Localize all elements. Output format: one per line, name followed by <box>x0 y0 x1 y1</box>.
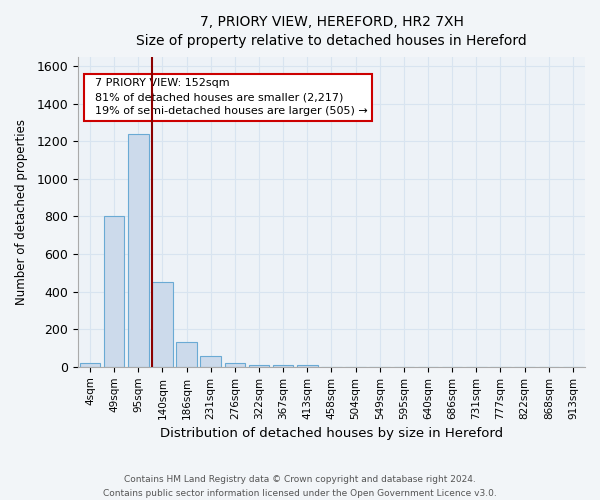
Bar <box>249 364 269 367</box>
Bar <box>224 363 245 367</box>
Y-axis label: Number of detached properties: Number of detached properties <box>15 118 28 304</box>
Text: 7 PRIORY VIEW: 152sqm
  81% of detached houses are smaller (2,217)
  19% of semi: 7 PRIORY VIEW: 152sqm 81% of detached ho… <box>88 78 368 116</box>
Bar <box>297 365 317 367</box>
Bar <box>273 365 293 367</box>
Bar <box>128 134 149 367</box>
Bar <box>152 282 173 367</box>
Bar <box>104 216 124 367</box>
Bar <box>80 363 100 367</box>
Text: Contains HM Land Registry data © Crown copyright and database right 2024.
Contai: Contains HM Land Registry data © Crown c… <box>103 476 497 498</box>
Title: 7, PRIORY VIEW, HEREFORD, HR2 7XH
Size of property relative to detached houses i: 7, PRIORY VIEW, HEREFORD, HR2 7XH Size o… <box>136 15 527 48</box>
Bar <box>176 342 197 367</box>
Bar <box>200 356 221 367</box>
X-axis label: Distribution of detached houses by size in Hereford: Distribution of detached houses by size … <box>160 427 503 440</box>
